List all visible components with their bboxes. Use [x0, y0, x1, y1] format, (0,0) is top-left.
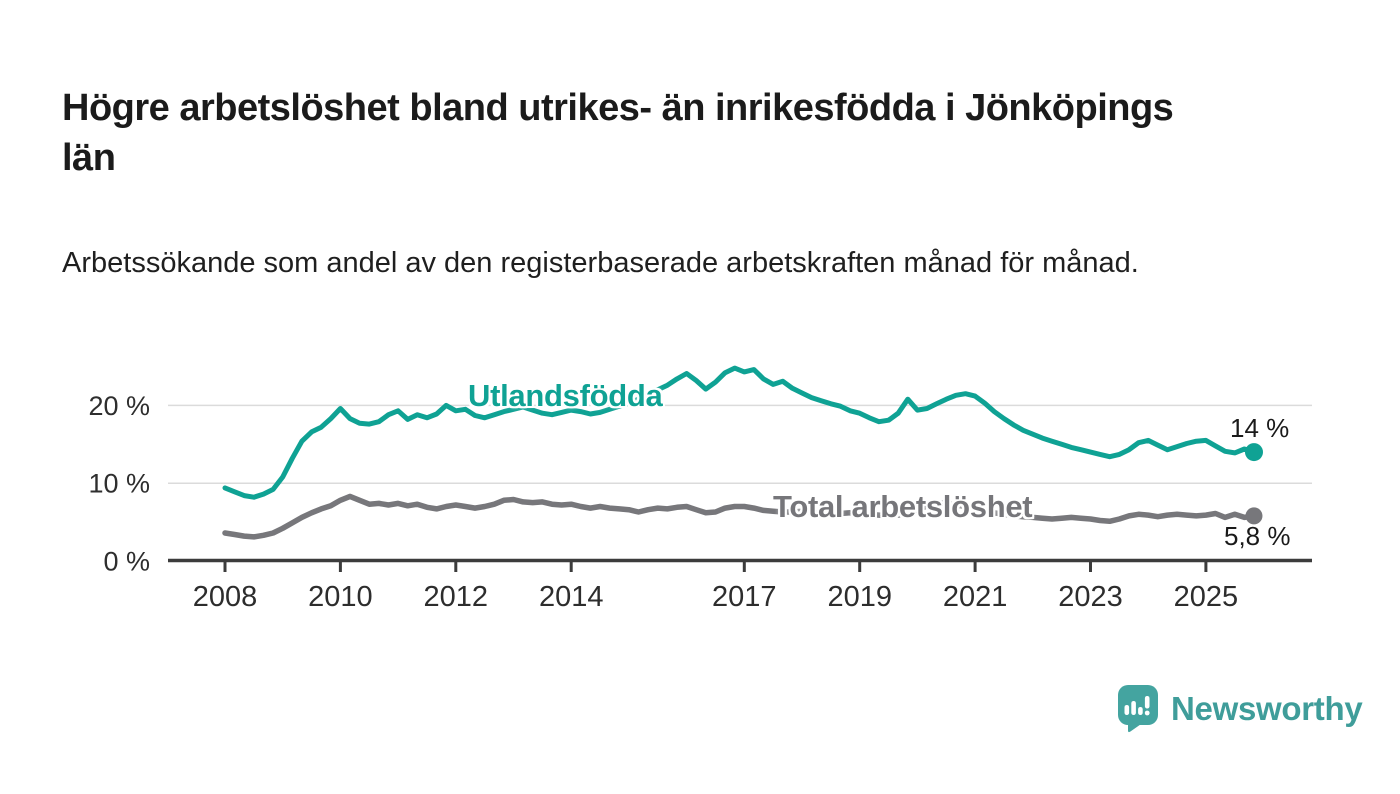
y-axis-tick-label: 20 %: [88, 391, 150, 421]
x-axis-tick-label: 2021: [943, 581, 1008, 613]
series-line-1: [222, 493, 1257, 540]
end-value-label-utlandsfodda: 14 %: [1230, 413, 1290, 443]
x-axis-tick-label: 2008: [193, 581, 258, 613]
x-axis-tick-label: 2017: [712, 581, 777, 613]
x-axis-tick-label: 2023: [1058, 581, 1123, 613]
series-label-total-arbetsloshet: Total arbetslöshet: [773, 489, 1033, 524]
x-axis-tick-label: 2019: [827, 581, 892, 613]
x-axis-tick-label: 2012: [424, 581, 489, 613]
x-axis-tick-label: 2014: [539, 581, 604, 613]
series-label-utlandsfodda: Utlandsfödda: [468, 378, 663, 413]
newsworthy-wordmark: Newsworthy: [1171, 690, 1363, 727]
series-end-dot-0: [1244, 443, 1263, 462]
end-value-label-total: 5,8 %: [1224, 521, 1291, 551]
page-title: Högre arbetslöshet bland utrikes- än inr…: [62, 87, 1174, 180]
chart-subtitle: Arbetssökande som andel av den registerb…: [62, 247, 1139, 279]
x-axis-tick-label: 2010: [308, 581, 373, 613]
y-axis-tick-label: 0 %: [103, 547, 150, 577]
newsworthy-logo: Newsworthy: [1116, 684, 1363, 734]
y-axis-tick-label: 10 %: [88, 469, 150, 499]
series-line-0: [222, 365, 1257, 500]
x-axis-tick-label: 2025: [1174, 581, 1239, 613]
newsworthy-bubble-chart-icon: [1118, 685, 1158, 733]
